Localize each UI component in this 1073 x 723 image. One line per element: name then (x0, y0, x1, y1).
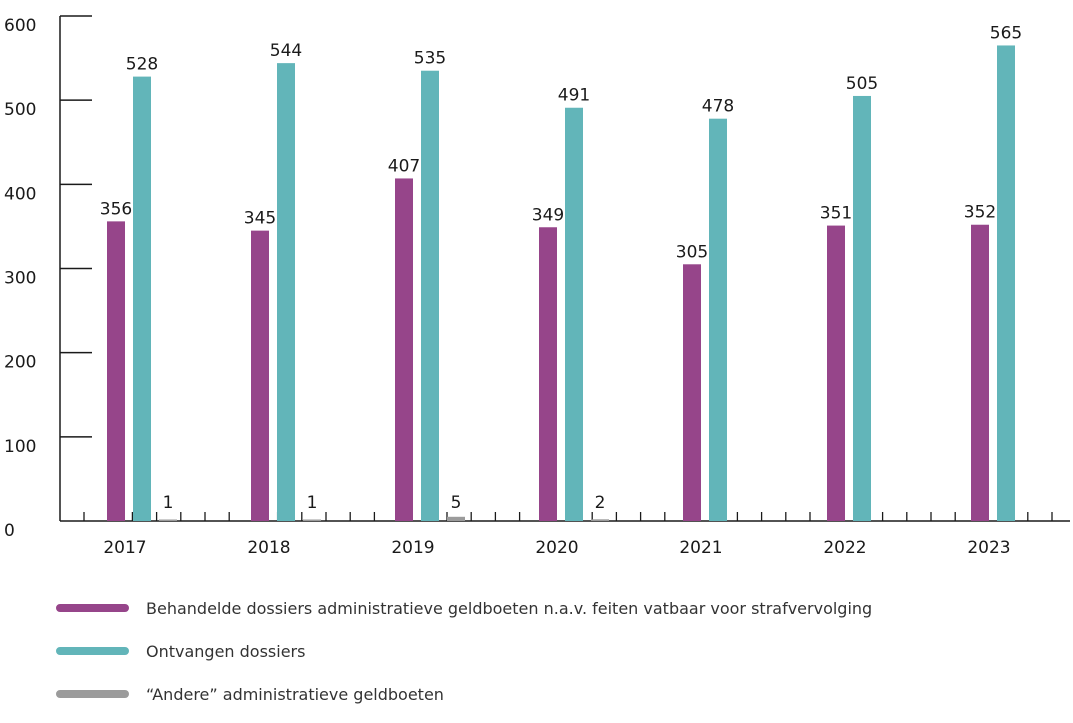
x-tick-label-2021: 2021 (679, 538, 722, 558)
data-label-2020-series-1: 491 (558, 86, 590, 106)
x-tick-label-2022: 2022 (823, 538, 866, 558)
bar-2018-series-0 (251, 230, 269, 521)
data-label-2017-series-0: 356 (100, 199, 132, 219)
y-tick-label: 600 (4, 16, 36, 36)
bar-2017-series-1 (133, 76, 151, 521)
bar-2019-series-1 (421, 70, 439, 521)
data-label-2018-series-2: 1 (307, 493, 318, 513)
legend-item-ontvangen-dossiers: Ontvangen dossiers (56, 637, 872, 665)
bar-2022-series-0 (827, 225, 845, 521)
legend-item-behandelde-dossiers: Behandelde dossiers administratieve geld… (56, 594, 872, 622)
y-tick-label: 200 (4, 353, 36, 373)
bars (107, 45, 1015, 522)
data-label-2023-series-1: 565 (990, 23, 1022, 43)
legend-swatch-grey (56, 690, 129, 698)
legend-swatch-teal (56, 647, 129, 655)
data-label-2023-series-0: 352 (964, 203, 996, 223)
data-label-2022-series-0: 351 (820, 204, 852, 224)
bar-2022-series-1 (853, 95, 871, 521)
data-label-2022-series-1: 505 (846, 74, 878, 94)
bar-2019-series-0 (395, 178, 413, 522)
data-label-2019-series-1: 535 (414, 49, 446, 69)
legend-label: “Andere” administratieve geldboeten (146, 684, 444, 704)
bar-2023-series-1 (997, 45, 1015, 521)
legend-label: Behandelde dossiers administratieve geld… (146, 598, 873, 618)
bar-2020-series-0 (539, 227, 557, 521)
data-label-2017-series-2: 1 (163, 493, 174, 513)
bar-2023-series-0 (971, 224, 989, 521)
y-tick-label: 400 (4, 184, 36, 204)
data-label-2020-series-2: 2 (595, 493, 606, 513)
x-tick-label-2018: 2018 (247, 538, 290, 558)
bar-2018-series-1 (277, 63, 295, 522)
bar-2020-series-1 (565, 107, 583, 521)
bar-2021-series-1 (709, 118, 727, 521)
x-tick-label-2023: 2023 (967, 538, 1010, 558)
data-labels: 356 528 1 345 544 1 407 535 5 349 491 2 305 478 351 505… (100, 23, 1022, 513)
bar-2017-series-2 (159, 519, 177, 521)
data-label-2018-series-1: 544 (270, 41, 302, 61)
legend-item-andere-geldboeten: “Andere” administratieve geldboeten (56, 680, 872, 708)
data-label-2019-series-0: 407 (388, 156, 420, 176)
bar-chart: 0 100 200 300 400 500 600 2017 2018 2019 2020 2021… (4, 15, 1070, 558)
data-label-2019-series-2: 5 (451, 493, 462, 513)
y-axis: 0 100 200 300 400 500 600 (4, 15, 92, 541)
x-tick-label-2020: 2020 (535, 538, 578, 558)
legend-label: Ontvangen dossiers (146, 641, 306, 661)
y-tick-label: 100 (4, 437, 36, 457)
bar-2017-series-0 (107, 221, 125, 521)
data-label-2020-series-0: 349 (532, 205, 564, 225)
bar-2018-series-2 (303, 519, 321, 521)
y-tick-label: 0 (4, 521, 15, 541)
data-label-2018-series-0: 345 (244, 209, 276, 229)
legend-swatch-purple (56, 604, 129, 612)
x-tick-label-2017: 2017 (103, 538, 146, 558)
x-tick-label-2019: 2019 (391, 538, 434, 558)
data-label-2017-series-1: 528 (126, 55, 158, 75)
y-tick-label: 300 (4, 269, 36, 289)
data-label-2021-series-1: 478 (702, 97, 734, 117)
bar-2020-series-2 (591, 519, 609, 521)
bar-2021-series-0 (683, 264, 701, 521)
legend: Behandelde dossiers administratieve geld… (56, 594, 872, 723)
bar-2019-series-2 (447, 516, 465, 521)
y-tick-label: 500 (4, 100, 36, 120)
data-label-2021-series-0: 305 (676, 242, 708, 262)
